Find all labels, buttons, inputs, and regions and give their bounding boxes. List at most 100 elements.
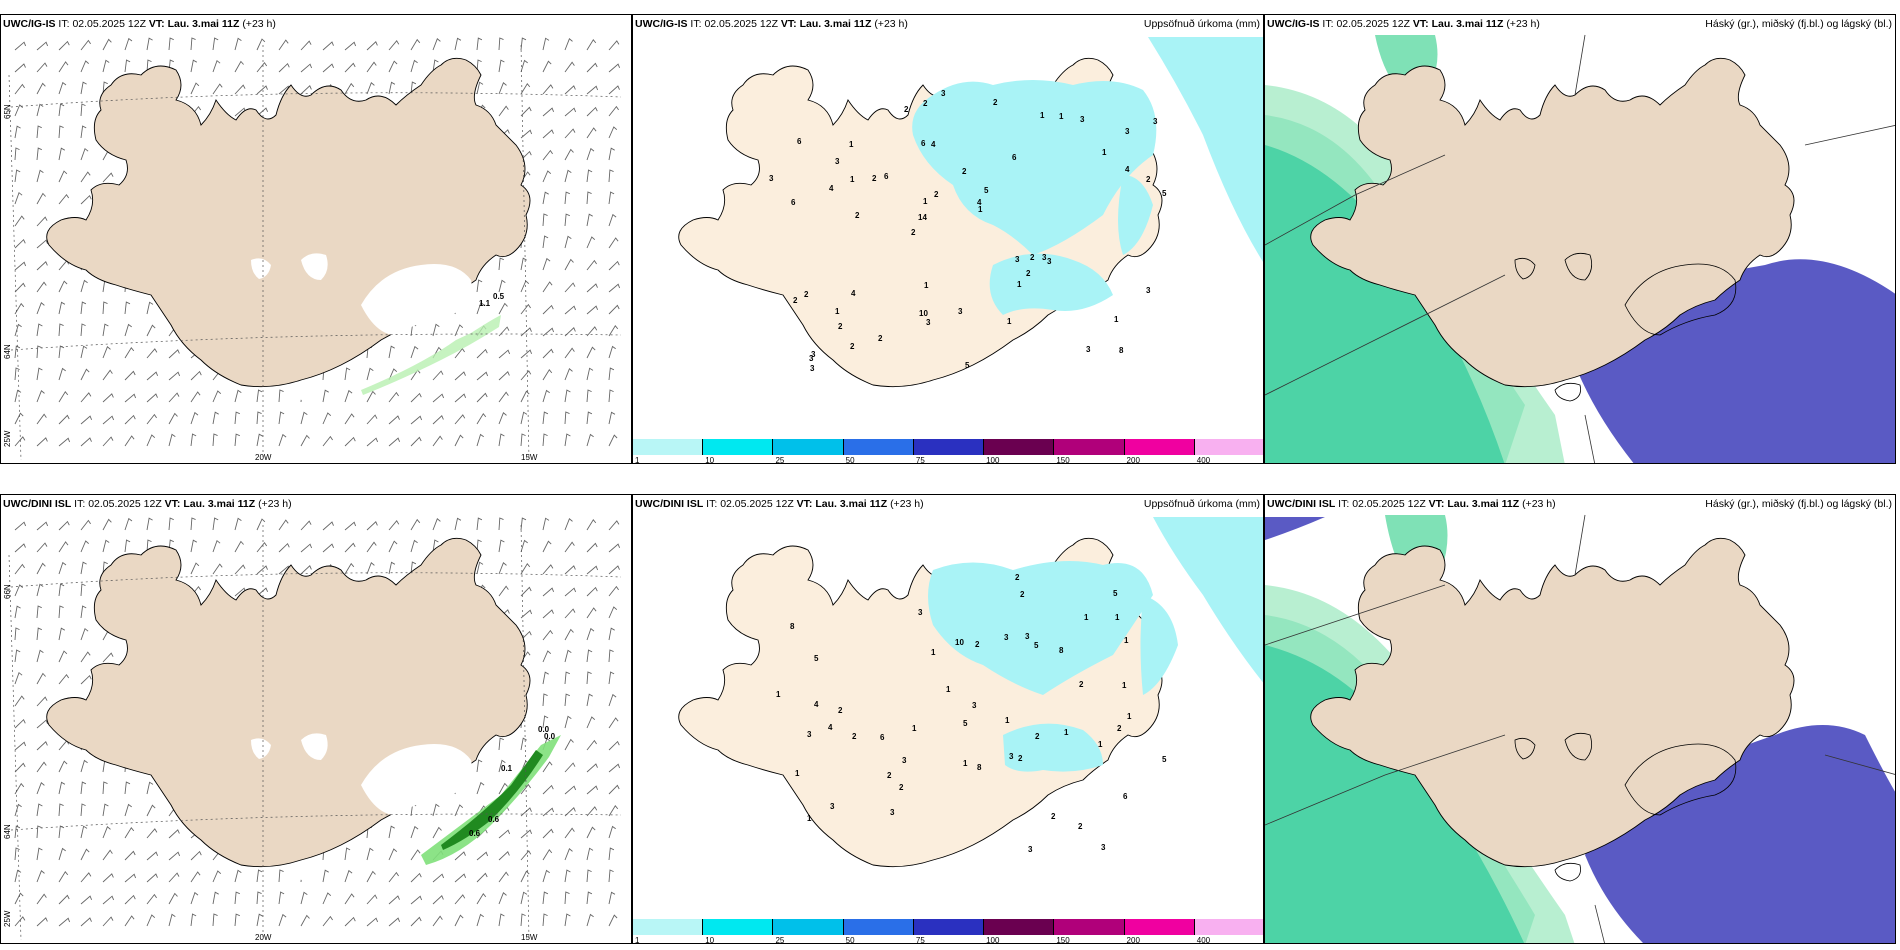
precip-value: 1 [1005,716,1010,725]
precip-value: 6 [797,137,802,146]
wind-barb [58,561,67,575]
colorbar-label: 75 [915,456,925,464]
wind-barb [388,561,396,575]
wind-barb [322,892,332,905]
precip-value: 5 [1113,589,1118,598]
wind-barb [366,437,379,447]
wind-barb [586,169,593,183]
wind-barb [564,587,577,597]
wind-barb [14,803,22,817]
precip-value: 3 [807,730,812,739]
precip-value: 5 [1162,189,1167,198]
it-label: IT: [74,498,86,510]
lon-label: 15W [521,933,538,942]
wind-barb [190,433,197,447]
wind-barb [58,894,70,905]
glacier [1624,743,1737,816]
wind-barb [410,345,419,359]
wind-barb [542,411,549,425]
wind-barb [542,540,552,553]
model-domain-lines [1265,514,1895,943]
colorbar-swatch [1124,919,1195,935]
precip-value: 2 [838,706,843,715]
wind-barb [608,520,620,531]
wind-barb [124,827,135,839]
colorbar-label: 50 [845,936,855,944]
wind-barb [564,213,570,227]
precip-colorbar: 1 10 25 50 75 100 150 200 400 [633,439,1263,463]
wind-barb [608,914,618,927]
wind-barb [432,370,444,381]
wind-barb [256,913,263,927]
wind-barb [14,584,23,597]
precip-value: 2 [1117,724,1122,733]
wind-barb [542,60,552,73]
precip-value: 6 [884,172,889,181]
wind-barb [608,763,621,773]
wind-barb [542,715,549,729]
wind-map-panel-top: 0.5 1.1 UWC/IG-IS IT: 02.05.2025 12Z VT:… [0,14,632,464]
graticule [8,44,622,461]
precip-value: 1 [795,769,800,778]
wind-barb [146,781,154,795]
wind-barb [80,345,88,359]
panel-header: UWC/IG-IS IT: 02.05.2025 12Z VT: Lau. 3.… [635,18,908,30]
wind-barb [410,916,422,927]
wind-barb [608,543,621,553]
wind-barb [476,561,484,575]
wind-barb [146,371,159,381]
wind-barb [36,281,47,293]
wind-barb [80,674,92,685]
wind-barb [520,129,533,139]
wind-barb [476,517,483,531]
wind-barb [80,651,91,663]
wind-barb [498,892,507,905]
wind-barb [542,304,554,315]
precip-value: 2 [962,167,967,176]
wind-barb [14,147,20,161]
wind-barb [432,323,440,337]
wind-barb [102,803,109,817]
wind-barb [102,561,108,575]
wind-barb [498,371,510,381]
wind-barb [234,517,242,531]
wind-barb [608,105,619,117]
wind-barb [608,847,615,861]
wind-barb [36,562,46,575]
wind-barb [542,869,550,883]
wind-barb [542,650,552,663]
wind-barb [542,564,554,575]
wind-barb [102,436,114,447]
wind-barb [454,804,464,817]
wind-barb [80,605,87,619]
wind-barb [476,392,488,403]
wind-barb [102,415,115,425]
wind-barb [80,415,93,425]
wind-barb [322,41,334,51]
wind-barb [36,803,43,817]
wind-barb [80,437,92,447]
wind-barb [476,781,485,795]
wind-barb [542,129,554,139]
wind-barb [14,104,23,117]
wind-barb [256,389,263,403]
wind-barb [36,870,45,883]
wind-barb [168,829,180,839]
precip-value: 1 [1064,728,1069,737]
wind-barb [212,870,222,883]
precip-value: 2 [804,290,809,299]
wind-barb [586,785,599,795]
wind-barb [14,412,24,425]
wind-barb [542,693,548,707]
wind-value-label: 0.5 [493,292,505,301]
wind-barb [300,434,310,447]
precip-value: 14 [918,213,927,222]
wind-map-top: 0.5 1.1 [8,37,622,461]
wind-barb [608,345,616,359]
precip-value: 3 [835,157,840,166]
wind-barb [58,437,71,447]
wind-barb [14,125,21,139]
sea-precip-area [1148,37,1263,262]
wind-barb [476,539,482,553]
wind-value-label: 0.0 [544,732,556,741]
